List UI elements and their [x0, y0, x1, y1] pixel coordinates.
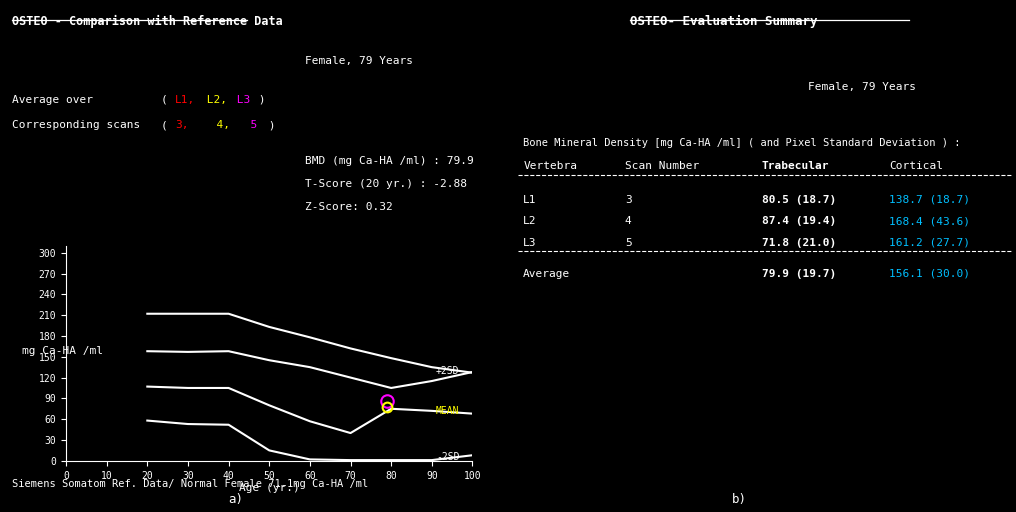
Text: 79.9 (19.7): 79.9 (19.7) — [762, 269, 836, 279]
Text: 87.4 (19.4): 87.4 (19.4) — [762, 216, 836, 226]
Text: OSTEO- Evaluation Summary: OSTEO- Evaluation Summary — [630, 15, 818, 29]
Text: -2SD: -2SD — [436, 452, 459, 462]
Text: Cortical: Cortical — [889, 161, 943, 172]
Text: a): a) — [229, 493, 244, 506]
Text: 161.2 (27.7): 161.2 (27.7) — [889, 238, 970, 248]
Text: Average: Average — [523, 269, 571, 279]
Text: 71.8 (21.0): 71.8 (21.0) — [762, 238, 836, 248]
Text: L1: L1 — [523, 195, 536, 205]
Text: 138.7 (18.7): 138.7 (18.7) — [889, 195, 970, 205]
Text: +2SD: +2SD — [436, 366, 459, 376]
Text: L3: L3 — [230, 95, 250, 105]
Text: 4,: 4, — [203, 120, 231, 131]
Text: L2,: L2, — [200, 95, 228, 105]
X-axis label: Age (yr.): Age (yr.) — [239, 483, 300, 493]
Text: 156.1 (30.0): 156.1 (30.0) — [889, 269, 970, 279]
Text: mg Ca-HA /ml: mg Ca-HA /ml — [22, 346, 104, 356]
Text: OSTEO - Comparison with Reference Data: OSTEO - Comparison with Reference Data — [12, 15, 282, 29]
Text: (: ( — [161, 120, 181, 131]
Text: ): ) — [262, 120, 275, 131]
Text: Female, 79 Years: Female, 79 Years — [305, 56, 412, 67]
Text: Z-Score: 0.32: Z-Score: 0.32 — [305, 202, 392, 212]
Text: L1,: L1, — [175, 95, 195, 105]
Text: T-Score (20 yr.) : -2.88: T-Score (20 yr.) : -2.88 — [305, 179, 466, 189]
Text: Bone Mineral Density [mg Ca-HA /ml] ( and Pixel Standard Deviation ) :: Bone Mineral Density [mg Ca-HA /ml] ( an… — [523, 138, 961, 148]
Text: Corresponding scans: Corresponding scans — [12, 120, 140, 131]
Text: ): ) — [252, 95, 265, 105]
Text: Average over: Average over — [12, 95, 93, 105]
Text: 3,: 3, — [175, 120, 188, 131]
Text: (: ( — [161, 95, 181, 105]
Text: Siemens Somatom Ref. Data/ Normal Female 71.1mg Ca-HA /ml: Siemens Somatom Ref. Data/ Normal Female… — [12, 479, 369, 489]
Text: 80.5 (18.7): 80.5 (18.7) — [762, 195, 836, 205]
Text: MEAN: MEAN — [436, 406, 459, 416]
Text: 5: 5 — [237, 120, 257, 131]
Text: 5: 5 — [625, 238, 632, 248]
Text: Trabecular: Trabecular — [762, 161, 829, 172]
Text: BMD (mg Ca-HA /ml) : 79.9: BMD (mg Ca-HA /ml) : 79.9 — [305, 156, 473, 166]
Text: 3: 3 — [625, 195, 632, 205]
Text: 168.4 (43.6): 168.4 (43.6) — [889, 216, 970, 226]
Text: Scan Number: Scan Number — [625, 161, 699, 172]
Text: L3: L3 — [523, 238, 536, 248]
Text: L2: L2 — [523, 216, 536, 226]
Text: 4: 4 — [625, 216, 632, 226]
Text: b): b) — [732, 493, 747, 506]
Text: Vertebra: Vertebra — [523, 161, 577, 172]
Text: Female, 79 Years: Female, 79 Years — [808, 82, 915, 92]
